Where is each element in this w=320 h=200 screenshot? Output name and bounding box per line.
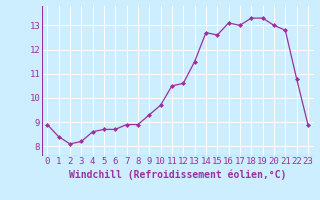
X-axis label: Windchill (Refroidissement éolien,°C): Windchill (Refroidissement éolien,°C) xyxy=(69,169,286,180)
